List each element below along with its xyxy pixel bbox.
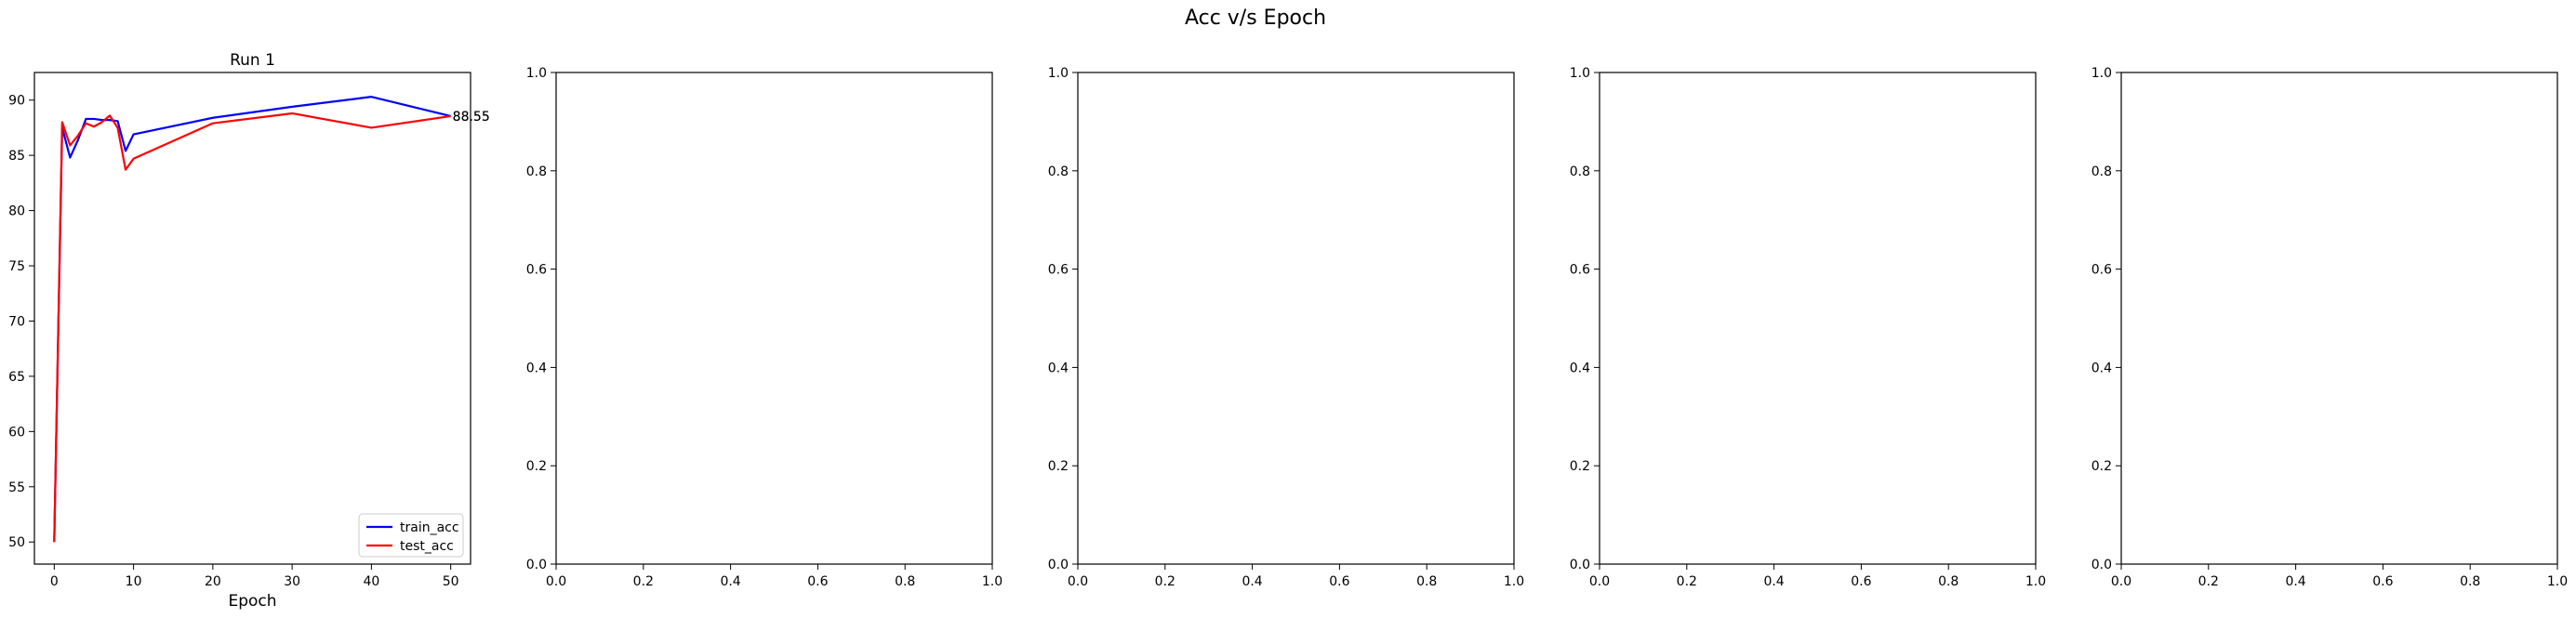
- x-tick-label: 0.8: [2460, 574, 2480, 589]
- y-tick-label: 0.2: [2091, 459, 2112, 474]
- legend-label-test_acc: test_acc: [400, 539, 454, 554]
- x-tick-label: 0.8: [895, 574, 915, 589]
- y-tick-label: 70: [8, 314, 25, 329]
- legend-label-train_acc: train_acc: [400, 520, 459, 535]
- y-tick-label: 0.6: [526, 263, 547, 278]
- x-tick-label: 10: [126, 574, 142, 589]
- x-tick-label: 1.0: [2547, 574, 2568, 589]
- x-axis-label: Epoch: [228, 592, 276, 611]
- y-tick-label: 0.2: [1048, 459, 1069, 474]
- x-tick-label: 0.0: [1068, 574, 1088, 589]
- x-tick-label: 0.6: [2372, 574, 2393, 589]
- x-tick-label: 0.2: [1677, 574, 1697, 589]
- subplot-5: 0.0 0.2 0.4 0.6 0.8 1.0 0.0 0.2 0.4 0.6 0.8 1.0: [2091, 66, 2568, 589]
- x-tick-label: 0.2: [633, 574, 654, 589]
- x-tick-label: 0.0: [2111, 574, 2131, 589]
- y-tick-label: 0.6: [2091, 263, 2112, 278]
- x-tick-label: 0.4: [1763, 574, 1784, 589]
- x-tick-label: 1.0: [982, 574, 1003, 589]
- x-tick-label: 1.0: [2025, 574, 2046, 589]
- y-tick-label: 0.4: [526, 361, 547, 375]
- x-tick-label: 0.4: [720, 574, 740, 589]
- y-tick-label: 85: [8, 149, 25, 164]
- figure-suptitle: Acc v/s Epoch: [1185, 7, 1326, 30]
- x-tick-label: 0.2: [2198, 574, 2219, 589]
- y-tick-label: 80: [8, 204, 25, 219]
- y-tick-label: 0.0: [2091, 558, 2112, 572]
- y-tick-label: 75: [8, 259, 25, 274]
- x-tick-label: 20: [205, 574, 221, 589]
- end-value-label-train_acc: 88.55: [453, 110, 490, 125]
- x-tick-label: 0.6: [1851, 574, 1871, 589]
- x-tick-label: 0.6: [807, 574, 828, 589]
- y-tick-label: 60: [8, 425, 25, 440]
- x-tick-label: 0.6: [1329, 574, 1349, 589]
- end-value-label-test_acc: 88.55: [453, 110, 490, 125]
- subplot-4: 0.0 0.2 0.4 0.6 0.8 1.0 0.0 0.2 0.4 0.6 0.8 1.0: [1570, 66, 2046, 589]
- x-tick-label: 1.0: [1504, 574, 1524, 589]
- y-tick-label: 1.0: [526, 66, 547, 81]
- y-tick-label: 0.4: [2091, 361, 2112, 375]
- y-tick-label: 0.4: [1570, 361, 1590, 375]
- axes-frame: [555, 72, 993, 565]
- y-tick-label: 1.0: [1570, 66, 1590, 81]
- axes-frame: [1077, 72, 1515, 565]
- series-line-test_acc: [53, 112, 451, 543]
- y-tick-label: 0.2: [1570, 459, 1590, 474]
- subplot-3: 0.0 0.2 0.4 0.6 0.8 1.0 0.0 0.2 0.4 0.6 0.8 1.0: [1048, 66, 1524, 589]
- y-tick-label: 0.4: [1048, 361, 1069, 375]
- series-line-train_acc: [53, 96, 451, 543]
- y-tick-label: 0.0: [1570, 558, 1590, 572]
- subplot-title: Run 1: [230, 51, 275, 70]
- y-tick-label: 0.6: [1570, 263, 1590, 278]
- y-tick-label: 50: [8, 535, 25, 550]
- x-tick-label: 0.2: [1155, 574, 1175, 589]
- x-tick-label: 0.0: [546, 574, 566, 589]
- x-tick-label: 0.0: [1589, 574, 1610, 589]
- y-tick-label: 0.6: [1048, 263, 1069, 278]
- axes-frame: [1599, 72, 2037, 565]
- x-tick-label: 0.4: [1242, 574, 1262, 589]
- x-tick-label: 30: [284, 574, 300, 589]
- x-tick-label: 0: [50, 574, 59, 589]
- y-tick-label: 1.0: [2091, 66, 2112, 81]
- x-tick-label: 50: [443, 574, 459, 589]
- x-tick-label: 0.4: [2285, 574, 2305, 589]
- y-tick-label: 0.8: [526, 164, 547, 179]
- y-tick-label: 0.2: [526, 459, 547, 474]
- y-tick-label: 1.0: [1048, 66, 1069, 81]
- x-tick-label: 0.8: [1938, 574, 1959, 589]
- subplot-2: 0.0 0.2 0.4 0.6 0.8 1.0 0.0 0.2 0.4 0.6 0.8 1.0: [526, 66, 1003, 589]
- y-tick-label: 0.8: [1048, 164, 1069, 179]
- legend: train_acc test_acc: [358, 513, 464, 558]
- y-tick-label: 90: [8, 94, 25, 109]
- axes-frame: [2120, 72, 2558, 565]
- y-tick-label: 0.8: [2091, 164, 2112, 179]
- y-tick-label: 65: [8, 370, 25, 385]
- y-tick-label: 0.0: [1048, 558, 1069, 572]
- x-tick-label: 0.8: [1416, 574, 1437, 589]
- x-tick-label: 40: [363, 574, 379, 589]
- y-tick-label: 55: [8, 480, 25, 495]
- y-tick-label: 0.0: [526, 558, 547, 572]
- axes-frame: [33, 72, 471, 565]
- y-tick-label: 0.8: [1570, 164, 1590, 179]
